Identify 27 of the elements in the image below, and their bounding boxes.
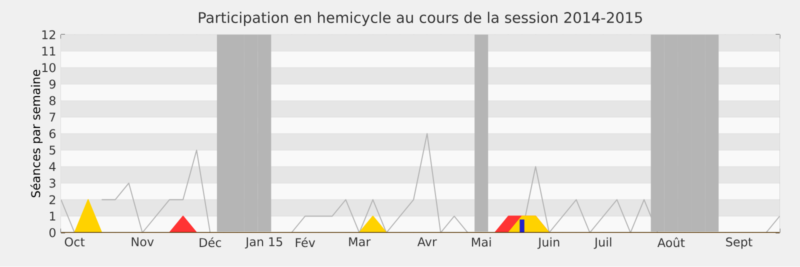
- x-tick-label: Sept: [726, 238, 752, 249]
- y-tick-label: 0: [49, 228, 56, 238]
- x-tick-label: Avr: [417, 238, 437, 246]
- y-tick-label: 6: [50, 129, 56, 138]
- x-tick-label: Fév: [296, 238, 316, 248]
- x-tick-label: Juin: [537, 238, 560, 250]
- x-tick-label: Mai: [472, 238, 491, 247]
- x-tick-label: Oct: [64, 238, 85, 247]
- x-tick-label: Déc: [200, 238, 222, 248]
- x-tick-label: Août: [657, 238, 685, 248]
- y-tick-label: 12: [42, 30, 56, 40]
- y-tick-label: 8: [49, 96, 56, 106]
- chart-title: Participation en hemicycle au cours de la session 2014-2015: [198, 12, 642, 26]
- y-tick-label: 11: [42, 46, 56, 56]
- y-axis-title: Séances par semaine: [30, 70, 43, 198]
- y-tick-label: 9: [49, 80, 56, 89]
- y-tick-label: 10: [42, 63, 56, 72]
- y-tick-label: 2: [50, 195, 56, 204]
- x-tick-label: Nov: [132, 238, 154, 246]
- y-tick-label: 5: [50, 146, 56, 155]
- y-tick-label: 7: [50, 112, 56, 122]
- y-tick-label: 1: [50, 212, 56, 221]
- y-tick-label: 4: [49, 162, 56, 172]
- x-tick-label: Juil: [594, 238, 612, 250]
- x-tick-label: Jan 15: [244, 238, 282, 249]
- y-tick-label: 3: [50, 178, 56, 188]
- x-tick-label: Mar: [349, 238, 371, 246]
